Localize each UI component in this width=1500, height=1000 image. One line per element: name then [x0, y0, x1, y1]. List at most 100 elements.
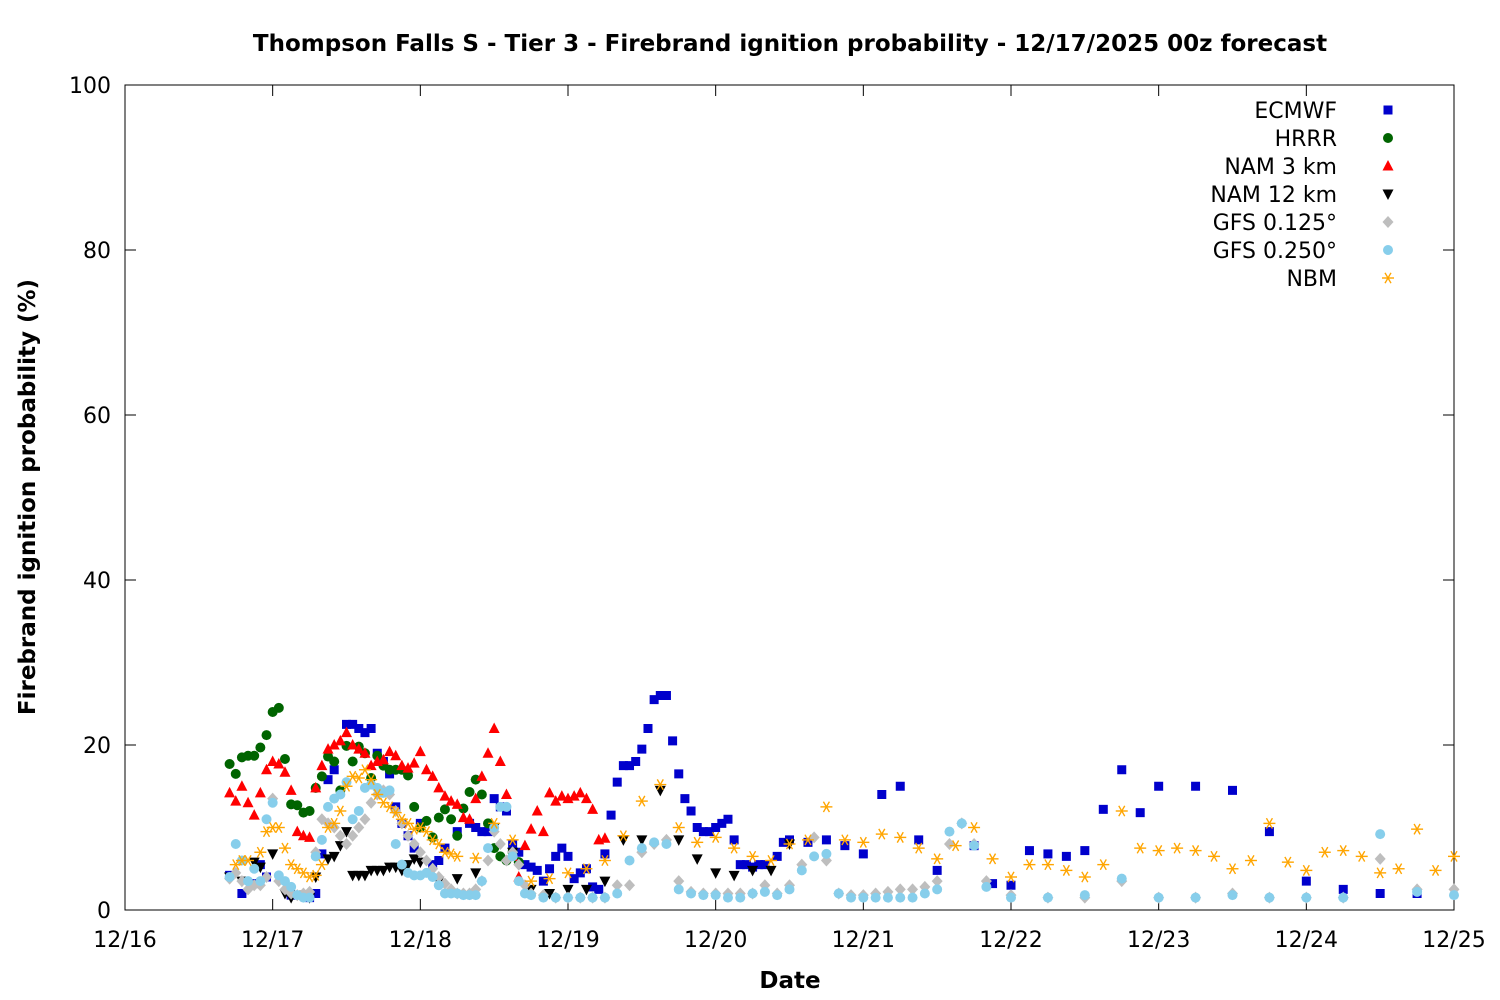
- data-point: [1135, 808, 1145, 818]
- data-point: [943, 838, 955, 850]
- data-point: [1117, 765, 1127, 775]
- data-point: [346, 770, 359, 782]
- y-tick-label: 100: [69, 74, 111, 99]
- data-point: [470, 890, 481, 901]
- data-point: [754, 860, 764, 870]
- data-point: [249, 750, 260, 761]
- data-point: [655, 691, 665, 700]
- data-point: [1006, 880, 1016, 890]
- data-point: [801, 834, 814, 846]
- data-point: [285, 784, 297, 795]
- data-point: [230, 768, 241, 779]
- data-point: [931, 875, 943, 888]
- data-point: [661, 691, 671, 700]
- legend-marker: [1382, 189, 1394, 200]
- data-point: [261, 730, 272, 741]
- series-gfs-0-250: [224, 777, 1459, 903]
- data-point: [439, 790, 451, 801]
- data-point: [594, 884, 604, 894]
- plot-area: 12/16 12/17 12/18 12/19 12/20 12/21 12/22 12/23…: [69, 74, 1486, 953]
- data-point: [1264, 827, 1274, 837]
- legend-marker: [1382, 216, 1394, 228]
- data-point: [514, 847, 524, 857]
- data-point: [402, 817, 415, 829]
- data-point: [1338, 884, 1348, 894]
- data-point: [494, 755, 506, 766]
- data-point: [580, 863, 593, 875]
- data-point: [519, 839, 531, 851]
- data-point: [636, 843, 647, 854]
- data-point: [531, 805, 543, 816]
- data-point: [255, 742, 266, 753]
- y-axis-label: Firebrand ignition probability (%): [15, 279, 41, 715]
- data-point: [624, 879, 636, 892]
- data-point: [483, 843, 494, 854]
- data-point: [563, 851, 573, 861]
- data-point: [469, 852, 482, 864]
- data-point: [242, 796, 254, 808]
- data-point: [292, 800, 303, 811]
- legend-label: NAM 12 km: [1210, 183, 1337, 208]
- data-point: [544, 786, 556, 798]
- data-point: [286, 881, 297, 892]
- data-point: [796, 865, 807, 876]
- data-point: [482, 854, 494, 867]
- data-point: [483, 827, 493, 837]
- data-point: [261, 814, 272, 825]
- data-point: [278, 842, 291, 854]
- data-point: [471, 823, 481, 832]
- data-point: [334, 734, 346, 746]
- data-point: [618, 761, 628, 771]
- data-point: [341, 726, 352, 738]
- data-point: [1301, 892, 1312, 903]
- data-point: [986, 853, 999, 865]
- data-point: [636, 835, 648, 846]
- data-point: [783, 838, 796, 850]
- x-tick-label: 12/19: [536, 928, 599, 953]
- data-point: [532, 865, 542, 875]
- data-point: [838, 834, 851, 846]
- data-point: [784, 884, 795, 895]
- data-point: [575, 892, 586, 903]
- data-point: [747, 888, 758, 899]
- data-point: [421, 815, 432, 826]
- data-point: [840, 841, 850, 851]
- x-tick-label: 12/25: [1422, 928, 1485, 953]
- data-point: [347, 739, 359, 750]
- data-point: [316, 759, 328, 771]
- data-point: [255, 876, 266, 887]
- legend-label: ECMWF: [1254, 99, 1337, 124]
- legend-marker: [1383, 105, 1393, 115]
- data-point: [635, 795, 648, 807]
- data-point: [329, 765, 339, 775]
- data-point: [236, 780, 248, 791]
- data-point: [304, 831, 316, 842]
- data-point: [686, 806, 696, 816]
- data-point: [390, 839, 401, 849]
- data-point: [1392, 863, 1405, 875]
- data-point: [545, 864, 555, 874]
- data-point: [432, 838, 445, 850]
- data-point: [353, 821, 365, 834]
- data-point: [328, 821, 340, 834]
- data-point: [698, 827, 708, 837]
- y-tick-label: 20: [83, 734, 111, 759]
- x-tick-label: 12/20: [684, 928, 747, 953]
- data-point: [556, 790, 568, 801]
- data-point: [279, 754, 290, 765]
- data-point: [315, 859, 328, 871]
- data-point: [550, 892, 561, 903]
- data-point: [1429, 864, 1442, 876]
- data-point: [476, 876, 487, 887]
- plot-frame: [124, 84, 1455, 911]
- data-point: [932, 865, 942, 875]
- data-point: [673, 875, 685, 888]
- data-point: [625, 761, 635, 771]
- data-point: [1116, 873, 1127, 884]
- data-point: [237, 889, 247, 898]
- data-point: [654, 779, 667, 791]
- data-point: [765, 865, 777, 877]
- data-point: [1042, 892, 1053, 903]
- data-point: [691, 836, 704, 848]
- data-point: [538, 892, 549, 903]
